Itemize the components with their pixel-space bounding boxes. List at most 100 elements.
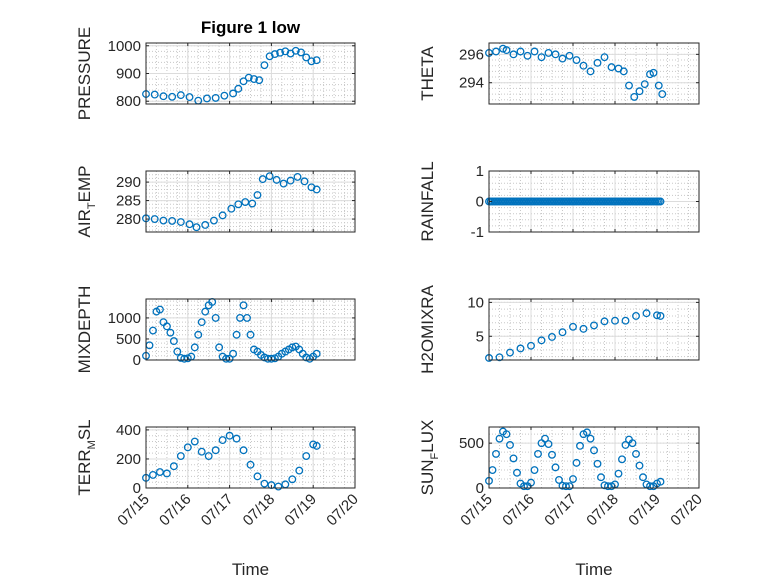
data-point — [646, 482, 654, 491]
data-point — [640, 80, 649, 89]
data-point — [653, 311, 661, 320]
y-axis-label: PRESSURE — [75, 27, 94, 121]
data-point — [246, 330, 255, 339]
data-point — [586, 67, 595, 76]
y-tick-label: 290 — [116, 174, 141, 191]
x-tick-label: 07/17 — [541, 491, 580, 530]
data-point — [203, 94, 211, 103]
data-point — [241, 198, 250, 207]
data-point — [155, 305, 164, 314]
data-point — [600, 53, 609, 62]
data-point — [183, 443, 192, 452]
data-point — [168, 216, 177, 225]
data-point — [162, 469, 171, 478]
data-point — [176, 91, 185, 100]
data-point — [169, 462, 178, 471]
data-point — [516, 47, 525, 56]
x-tick-label: 07/16 — [156, 491, 195, 530]
data-point — [312, 349, 321, 358]
data-point — [274, 482, 283, 491]
data-point — [593, 459, 602, 468]
data-point — [234, 84, 243, 93]
data-point — [312, 185, 321, 194]
y-axis-label: MIXDEPTH — [75, 286, 94, 374]
data-point — [649, 68, 658, 77]
y-tick-label: -1 — [471, 224, 484, 241]
data-point — [642, 309, 651, 318]
y-axis-label: SUNFLUX — [418, 420, 441, 496]
data-point — [551, 50, 560, 59]
data-point — [201, 221, 210, 229]
axes-box — [145, 298, 356, 361]
data-point — [176, 452, 185, 460]
x-tick-label: 07/20 — [667, 491, 706, 530]
data-point — [621, 316, 630, 325]
data-point — [614, 469, 623, 478]
p-h2omixra-panel: 5 10 H2OMIXRA — [418, 284, 700, 374]
data-point — [248, 199, 257, 208]
data-point — [162, 322, 171, 331]
data-point — [288, 475, 297, 484]
data-point — [234, 200, 243, 209]
data-point — [654, 81, 663, 90]
data-point — [495, 353, 504, 362]
y-tick-label: 200 — [116, 451, 141, 468]
data-point — [555, 475, 563, 484]
data-point — [218, 211, 227, 220]
data-point — [590, 446, 598, 455]
data-point — [611, 316, 619, 325]
data-point — [220, 91, 229, 100]
data-point — [258, 175, 267, 184]
data-point — [194, 330, 203, 339]
data-point — [307, 57, 316, 66]
data-point — [239, 77, 248, 86]
data-point — [243, 313, 251, 322]
data-point — [530, 466, 539, 475]
data-point — [658, 90, 667, 99]
data-point — [286, 176, 295, 185]
data-point — [586, 434, 595, 443]
data-point — [260, 61, 269, 70]
data-point — [201, 307, 210, 316]
data-point — [572, 56, 581, 64]
data-point — [150, 90, 159, 99]
data-point — [534, 449, 542, 458]
data-point — [166, 328, 175, 337]
data-point — [619, 67, 628, 76]
data-point — [630, 92, 639, 101]
data-point — [537, 53, 546, 62]
data-point — [173, 347, 182, 356]
data-point — [211, 313, 220, 322]
data-point — [232, 434, 241, 443]
data-point — [593, 58, 602, 67]
data-point — [302, 452, 311, 460]
data-point — [211, 446, 220, 455]
data-point — [229, 89, 238, 98]
data-point — [192, 223, 201, 232]
y-tick-label: 294 — [459, 75, 484, 92]
y-tick-label: 10 — [467, 294, 484, 311]
data-point — [250, 75, 258, 83]
data-point — [209, 216, 218, 225]
data-point — [288, 343, 297, 352]
x-tick-label: 07/18 — [240, 491, 279, 530]
data-point — [502, 430, 511, 439]
y-tick-label: 1 — [476, 163, 484, 180]
data-point — [583, 428, 591, 437]
data-point — [607, 63, 616, 72]
p-mixdepth-panel: 0 500 1000 MIXDEPTH — [75, 286, 356, 374]
data-point — [506, 440, 514, 449]
data-point — [523, 51, 532, 60]
axes-box — [488, 426, 700, 489]
data-point — [253, 472, 262, 481]
x-tick-label: 07/16 — [499, 491, 538, 530]
data-point — [558, 54, 567, 63]
y-tick-label: 500 — [459, 435, 484, 452]
data-point — [291, 46, 300, 55]
data-point — [492, 449, 500, 458]
data-point — [225, 431, 234, 440]
data-point — [579, 324, 588, 333]
data-point — [656, 197, 665, 206]
data-point — [639, 473, 647, 482]
data-point — [197, 318, 206, 327]
